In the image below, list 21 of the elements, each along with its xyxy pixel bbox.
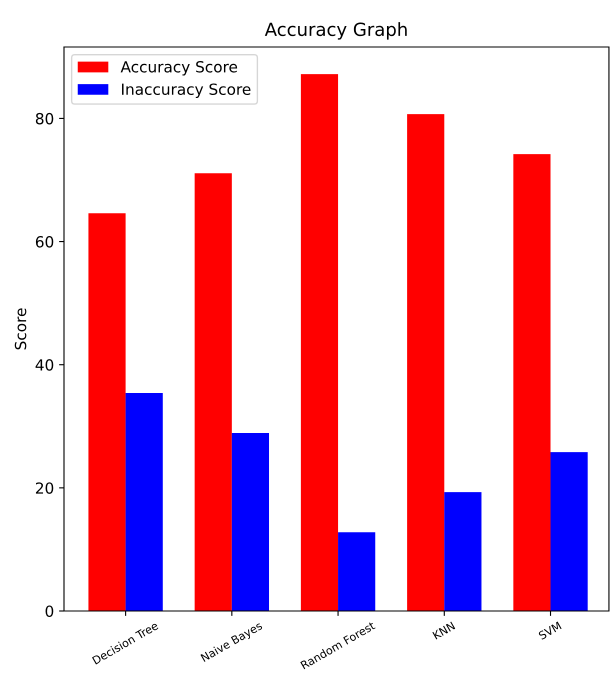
bar: [126, 393, 163, 611]
bar: [444, 492, 482, 611]
y-tick-label: 40: [36, 359, 54, 371]
chart-title: Accuracy Graph: [264, 22, 407, 40]
y-tick-label: 80: [36, 112, 54, 124]
bar: [300, 74, 338, 611]
y-axis-title: Score: [14, 308, 26, 350]
bar: [88, 213, 126, 611]
bar: [194, 173, 232, 611]
y-tick-label: 20: [36, 482, 54, 494]
bar: [550, 452, 588, 611]
y-tick-label: 0: [46, 605, 54, 618]
bar: [407, 114, 444, 611]
legend-label: Accuracy Score: [120, 61, 238, 76]
bar: [232, 433, 270, 611]
legend-label: Inaccuracy Score: [122, 83, 250, 98]
x-tick-label: SVM: [538, 621, 562, 640]
x-tick-label: KNN: [432, 622, 456, 640]
bar: [338, 532, 376, 611]
y-tick-label: 60: [36, 236, 54, 248]
bar: [513, 154, 551, 611]
